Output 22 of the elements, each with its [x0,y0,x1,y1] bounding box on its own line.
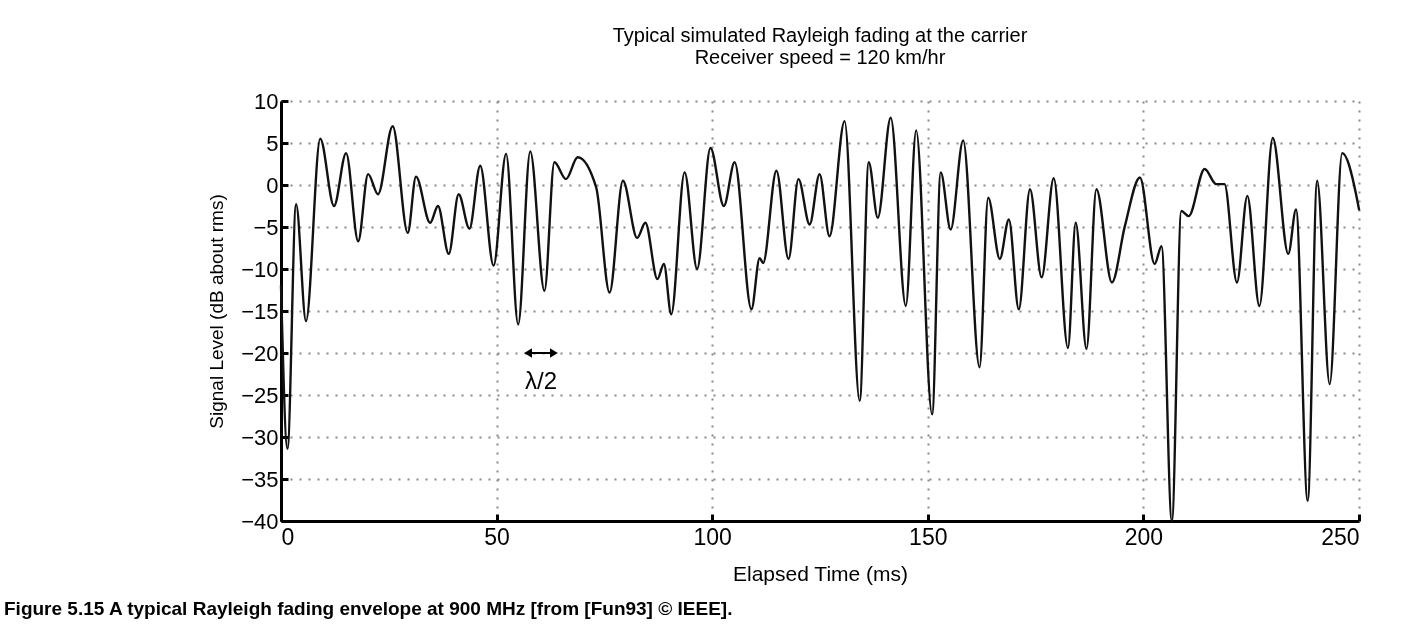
caption: Figure 5.15 A typical Rayleigh fading envelope at 900 MHz [from [Fun93] © IEEE]. [4,598,733,620]
x-tick-label: 50 [484,523,510,550]
y-tick-label: −5 [253,214,279,240]
y-tick-label: −30 [241,424,279,450]
y-tick-label: 5 [266,130,279,156]
y-tick-label: 0 [266,172,279,198]
chart-title: Typical simulated Rayleigh fading at the carrier [612,24,1028,46]
y-tick-label: −25 [241,382,279,408]
x-tick-label: 250 [1321,523,1360,550]
y-tick-label: −10 [241,256,279,282]
annotation: λ/2 [524,367,558,394]
x-tick-label: 200 [1124,523,1164,550]
y-tick-label: −35 [241,466,279,492]
y-tick-label: −15 [241,298,279,324]
chart-subtitle: Receiver speed = 120 km/hr [694,46,946,68]
x-axis-title: Elapsed Time (ms) [732,561,909,585]
y-tick-label: 10 [254,88,279,114]
x-tick-label: 100 [693,523,732,550]
x-tick-label: 150 [909,523,948,550]
y-tick-label: −40 [241,508,279,534]
y-tick-label: −20 [241,340,279,366]
y-axis-title: Signal Level (dB about rms) [206,194,228,429]
